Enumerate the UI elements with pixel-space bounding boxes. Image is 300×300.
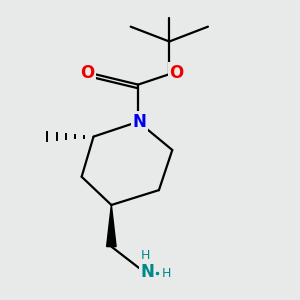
Text: N: N <box>140 263 154 281</box>
Text: O: O <box>169 64 184 82</box>
Text: O: O <box>80 64 95 82</box>
Text: N: N <box>133 113 146 131</box>
Text: H: H <box>141 249 150 262</box>
Text: H: H <box>162 267 171 280</box>
Polygon shape <box>106 205 116 247</box>
